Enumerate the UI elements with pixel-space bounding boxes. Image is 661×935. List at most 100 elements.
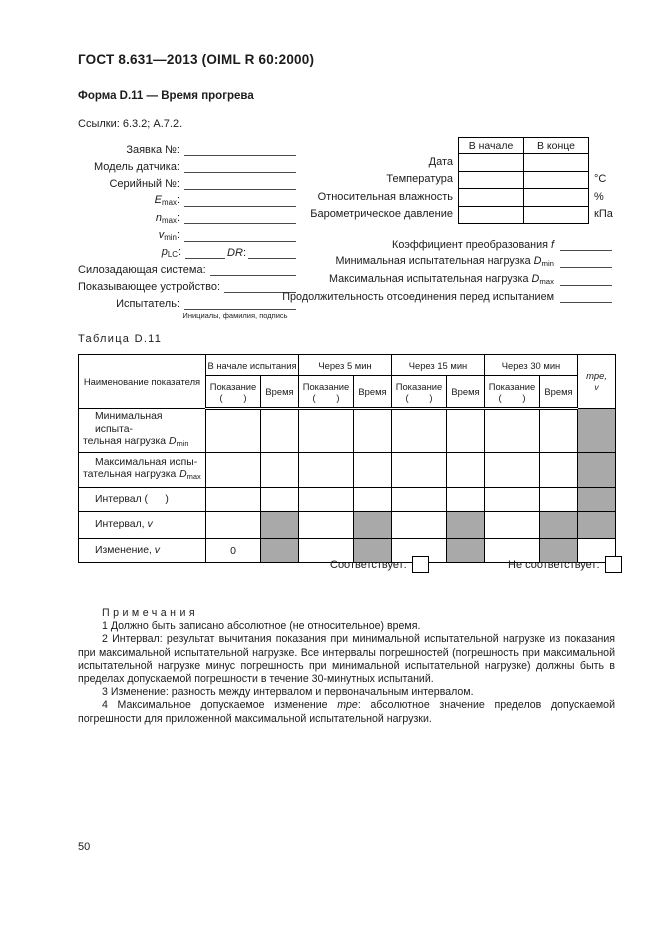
fill-line xyxy=(184,211,296,225)
page-number: 50 xyxy=(78,841,91,853)
entry-cell xyxy=(458,170,524,189)
field-indicating-device: Показывающее устройство: xyxy=(78,276,296,293)
note-3: 3 Изменение: разность между интервалом и… xyxy=(102,686,474,699)
entry-cell xyxy=(523,205,589,224)
dmax-subscript: max xyxy=(539,276,554,286)
verdict-pass: Соответствует: xyxy=(330,556,429,573)
vmin-subscript: min xyxy=(164,232,177,242)
field-nmax: nmax: xyxy=(78,207,296,225)
entry-cell xyxy=(205,452,261,489)
label-text: Минимальная испытательная нагрузка xyxy=(335,255,534,268)
entry-cell xyxy=(523,153,589,172)
fill-line xyxy=(184,229,296,242)
entry-cell xyxy=(523,170,589,189)
vmin-symbol: v xyxy=(158,228,165,241)
temperature-label: Температура xyxy=(386,173,453,186)
notes-title: Примечания xyxy=(102,607,199,619)
parameters-block: Коэффициент преобразования f Минимальная… xyxy=(282,234,612,303)
mpe-label: mpe, xyxy=(586,370,607,381)
field-application-label: Заявка №: xyxy=(126,144,180,157)
entry-cell xyxy=(353,452,392,489)
header-mpe-column: mpe, v xyxy=(577,354,616,409)
v-symbol: v xyxy=(154,544,160,556)
field-nmax-label: nmax: xyxy=(78,212,184,225)
fill-line xyxy=(560,290,612,303)
subheader-time: Время xyxy=(260,375,299,410)
pass-checkbox[interactable] xyxy=(411,556,429,573)
indication-parens: ( ) xyxy=(312,391,340,403)
shaded-cell xyxy=(539,511,578,540)
entry-cell xyxy=(539,452,578,489)
row-change-v-name: Изменение, v xyxy=(78,538,206,564)
shaded-cell xyxy=(577,407,616,454)
name-text: Интервал ( ) xyxy=(95,493,169,505)
disconnect-duration-row: Продолжительность отсоединения перед исп… xyxy=(282,286,612,303)
subheader-indication: Показание( ) xyxy=(298,375,354,410)
fill-line xyxy=(209,263,296,276)
entry-cell xyxy=(298,452,354,489)
entry-cell xyxy=(353,407,392,454)
humidity-unit: % xyxy=(594,190,604,203)
field-emax-label: Emax: xyxy=(78,194,184,207)
entry-cell xyxy=(260,487,299,513)
row-change-v: Изменение, v 0 xyxy=(78,538,616,564)
note-4-mpe: mpe xyxy=(337,699,358,712)
entry-cell xyxy=(539,487,578,513)
entry-cell xyxy=(298,538,354,564)
nmax-subscript: max xyxy=(162,215,177,225)
humidity-label: Относительная влажность xyxy=(317,190,453,203)
entry-cell xyxy=(260,452,299,489)
shaded-cell xyxy=(260,511,299,540)
note-1: 1 Должно быть записано абсолютное (не от… xyxy=(102,620,421,633)
fail-checkbox[interactable] xyxy=(604,556,622,573)
colon: : xyxy=(176,211,180,224)
row-min-load-name: Минимальная испыта- тельная нагрузка Dmi… xyxy=(78,407,206,454)
disconnect-duration-label: Продолжительность отсоединения перед исп… xyxy=(282,290,554,303)
subheader-indication: Показание( ) xyxy=(205,375,261,410)
fill-line xyxy=(560,273,612,286)
verdict-fail: Не соответствует: xyxy=(508,556,622,573)
date-unit xyxy=(589,153,629,171)
field-vmin: vmin: xyxy=(78,224,296,242)
request-form: Заявка №: Модель датчика: Серийный №: Em… xyxy=(78,139,296,320)
row-interval-units: Интервал ( ) xyxy=(78,487,616,513)
shaded-cell xyxy=(577,511,616,540)
entry-cell xyxy=(484,407,540,454)
v-symbol: v xyxy=(147,519,153,531)
max-load-label: Максимальная испытательная нагрузка Dmax xyxy=(282,273,560,286)
f-symbol: f xyxy=(551,239,554,252)
d-symbol: D xyxy=(168,436,177,447)
entry-cell xyxy=(484,452,540,489)
d-subscript: min xyxy=(176,438,189,448)
label-text: Коэффициент преобразования xyxy=(392,239,551,252)
indication-word: Показание xyxy=(395,380,443,392)
environment-conditions: Дата Температура Относительная влажность… xyxy=(270,137,629,224)
colon: : xyxy=(176,194,180,207)
plc-subscript: LC xyxy=(167,249,178,259)
name-text: тельная нагрузка xyxy=(83,436,169,447)
field-serial: Серийный №: xyxy=(78,173,296,191)
name-line2: тательная нагрузка Dmax xyxy=(83,469,202,483)
max-load-row: Максимальная испытательная нагрузка Dmax xyxy=(282,268,612,286)
name-line2: тельная нагрузка Dmin xyxy=(83,436,202,450)
subheader-time: Время xyxy=(539,375,578,410)
col-end-header: В конце xyxy=(523,137,589,154)
row-max-load-name: Максимальная испы- тательная нагрузка Dm… xyxy=(78,452,206,489)
colon: : xyxy=(176,228,180,241)
indication-word: Показание xyxy=(302,380,350,392)
name-line: Изменение, v xyxy=(83,545,202,558)
note-4: 4 Максимальное допускаемое изменение mpe… xyxy=(78,699,615,725)
label-text: Максимальная испытательная нагрузка xyxy=(329,272,532,285)
row-interval-units-name: Интервал ( ) xyxy=(78,487,206,513)
shaded-cell xyxy=(353,511,392,540)
fail-label: Не соответствует: xyxy=(508,558,600,571)
note-4-text: : абсолютное значение пределов допускаем… xyxy=(78,699,615,725)
row-interval-v: Интервал, v xyxy=(78,511,616,540)
field-dr-label: DR: xyxy=(225,247,248,259)
entry-cell xyxy=(484,487,540,513)
colon: : xyxy=(177,245,182,258)
row-interval-v-name: Интервал, v xyxy=(78,511,206,540)
field-plc-label: pLC: xyxy=(78,246,185,259)
entry-cell xyxy=(391,407,447,454)
